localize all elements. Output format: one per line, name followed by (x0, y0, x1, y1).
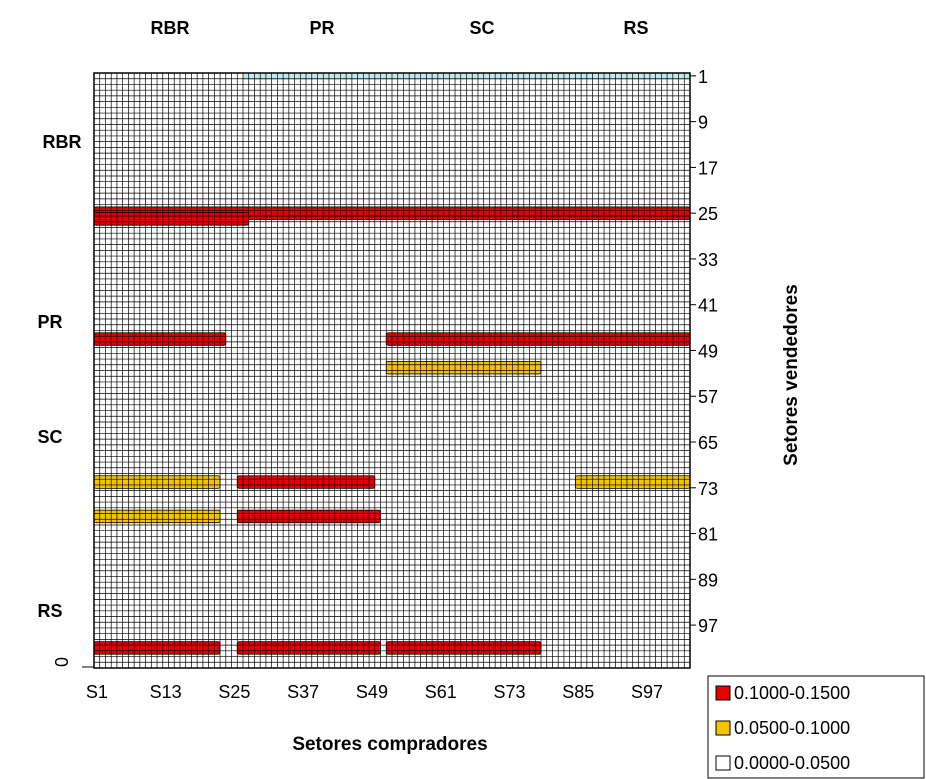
legend-label-mid: 0.0500-0.1000 (734, 718, 850, 738)
y-tick-label: 1 (698, 67, 708, 87)
x-region-label-sc: SC (469, 18, 494, 38)
y-region-label-rbr: RBR (43, 132, 82, 152)
legend-swatch-low (715, 755, 731, 771)
x-tick-label: S61 (425, 682, 457, 702)
plot-border (93, 72, 691, 669)
legend: 0.1000-0.1500 0.0500-0.1000 0.0000-0.050… (707, 675, 925, 779)
y-region-label-pr: PR (37, 312, 62, 332)
y-tick-label: 25 (698, 204, 718, 224)
legend-label-low: 0.0000-0.0500 (734, 753, 850, 773)
x-tick-label: S97 (631, 682, 663, 702)
y-region-label-sc: SC (37, 427, 62, 447)
legend-border (707, 675, 925, 779)
y-tick-label: 89 (698, 570, 718, 590)
y-tick-label: 17 (698, 158, 718, 178)
x-axis-ticks: S1 S13 S25 S37 S49 S61 S73 S85 S97 (86, 682, 663, 702)
x-tick-label: S1 (86, 682, 108, 702)
x-tick-label: S73 (493, 682, 525, 702)
y-tick-label: 57 (698, 387, 718, 407)
x-tick-label: S37 (287, 682, 319, 702)
y-tick-label: 65 (698, 433, 718, 453)
x-axis-title: Setores compradores (292, 734, 487, 755)
y-tick-label: 49 (698, 341, 718, 361)
x-tick-label: S13 (150, 682, 182, 702)
legend-swatch-high (715, 685, 731, 701)
hot-band-11 (236, 641, 381, 655)
y-region-label-rs: RS (37, 601, 62, 621)
x-tick-label: S85 (562, 682, 594, 702)
heatmap-grid (93, 72, 691, 669)
y-tick-label: 73 (698, 479, 718, 499)
y-tick-label: 97 (698, 616, 718, 636)
x-region-label-rbr: RBR (151, 18, 190, 38)
x-tick-label: S25 (218, 682, 250, 702)
hot-band-9 (236, 509, 381, 524)
y-tick-label: 9 (698, 113, 708, 133)
legend-label-high: 0.1000-0.1500 (734, 683, 850, 703)
y-origin-label: 0 (52, 657, 72, 667)
y-tick-label: 41 (698, 296, 718, 316)
y-axis-ticks: 1 9 17 25 33 41 49 57 65 73 81 89 97 (690, 67, 718, 636)
x-region-label-pr: PR (309, 18, 334, 38)
hot-band-2 (93, 332, 227, 346)
x-region-label-rs: RS (623, 18, 648, 38)
y-axis-title: Setores vendedores (781, 284, 802, 466)
y-tick-label: 33 (698, 250, 718, 270)
x-tick-label: S49 (356, 682, 388, 702)
y-tick-label: 81 (698, 525, 718, 545)
legend-swatch-mid (715, 720, 731, 736)
